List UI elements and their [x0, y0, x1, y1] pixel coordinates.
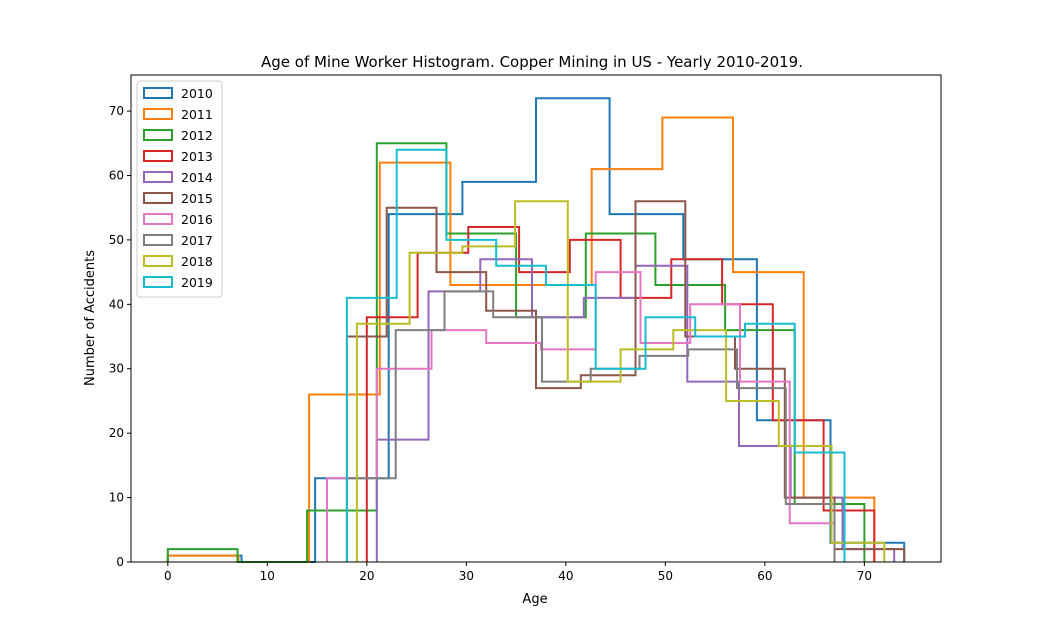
- legend-swatch-2012: [143, 129, 173, 141]
- series-2019-step: [345, 148, 846, 562]
- series-2012-step: [166, 142, 866, 563]
- legend-label-2012: 2012: [181, 128, 213, 143]
- series-2018-step: [355, 200, 886, 562]
- y-tick-label: 20: [109, 426, 124, 440]
- legend-label-2018: 2018: [181, 254, 213, 269]
- legend-swatch-2017: [143, 234, 173, 246]
- legend-swatch-2018: [143, 255, 173, 267]
- x-tick-label: 0: [164, 569, 172, 583]
- y-tick-label: 40: [109, 297, 124, 311]
- legend-swatch-2011: [143, 108, 173, 120]
- legend-label-2010: 2010: [181, 86, 213, 101]
- legend: 2010 2011 2012 2013 2014 2015 2016 2017 2018 2019: [136, 80, 223, 298]
- plot-area-frame: [130, 74, 942, 563]
- x-tick-label: 60: [757, 569, 772, 583]
- x-tick-label: 70: [857, 569, 872, 583]
- legend-swatch-2010: [143, 87, 173, 99]
- y-tick-label: 10: [109, 491, 124, 505]
- legend-label-2011: 2011: [181, 107, 213, 122]
- series-2013-step: [365, 226, 876, 562]
- series-2017-step: [345, 290, 836, 562]
- x-tick-label: 50: [658, 569, 673, 583]
- x-axis-ticks: 0 10 20 30 40 50 60 70: [164, 562, 872, 583]
- legend-swatch-2016: [143, 213, 173, 225]
- x-tick-label: 20: [359, 569, 374, 583]
- y-tick-label: 30: [109, 362, 124, 376]
- y-tick-label: 60: [109, 168, 124, 182]
- x-axis-label: Age: [522, 592, 547, 607]
- y-tick-label: 70: [109, 104, 124, 118]
- legend-label-2016: 2016: [181, 212, 213, 227]
- legend-label-2015: 2015: [181, 191, 213, 206]
- series-2015-step: [345, 200, 906, 562]
- x-tick-label: 10: [260, 569, 275, 583]
- series-2016-step: [326, 271, 836, 562]
- series-layer: [166, 97, 906, 563]
- series-2011-step: [166, 116, 876, 563]
- legend-label-2013: 2013: [181, 149, 213, 164]
- legend-label-2017: 2017: [181, 233, 213, 248]
- chart-title: Age of Mine Worker Histogram. Copper Min…: [261, 53, 803, 71]
- x-tick-label: 40: [558, 569, 573, 583]
- x-tick-label: 30: [459, 569, 474, 583]
- y-tick-label: 50: [109, 233, 124, 247]
- legend-label-2019: 2019: [181, 275, 213, 290]
- legend-label-2014: 2014: [181, 170, 213, 185]
- y-tick-label: 0: [116, 555, 124, 569]
- legend-swatch-2019: [143, 276, 173, 288]
- legend-swatch-2015: [143, 192, 173, 204]
- legend-items: 2010 2011 2012 2013 2014 2015 2016 2017 2018 2019: [143, 86, 213, 290]
- legend-swatch-2014: [143, 171, 173, 183]
- y-axis-ticks: 0 10 20 30 40 50 60 70: [109, 104, 131, 569]
- legend-frame: [136, 80, 223, 298]
- legend-swatch-2013: [143, 150, 173, 162]
- y-axis-label: Number of Accidents: [83, 250, 98, 386]
